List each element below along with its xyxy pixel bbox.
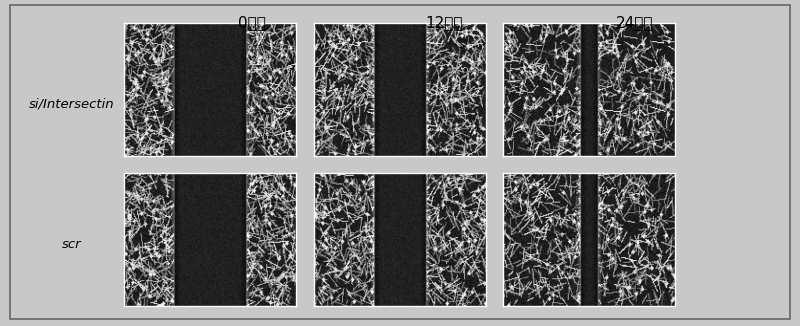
- Text: 0小时: 0小时: [238, 15, 266, 30]
- Text: si/Intersectin: si/Intersectin: [29, 98, 115, 111]
- Text: 12小时: 12小时: [426, 15, 462, 30]
- Text: scr: scr: [62, 238, 82, 251]
- Text: 24小时: 24小时: [616, 15, 653, 30]
